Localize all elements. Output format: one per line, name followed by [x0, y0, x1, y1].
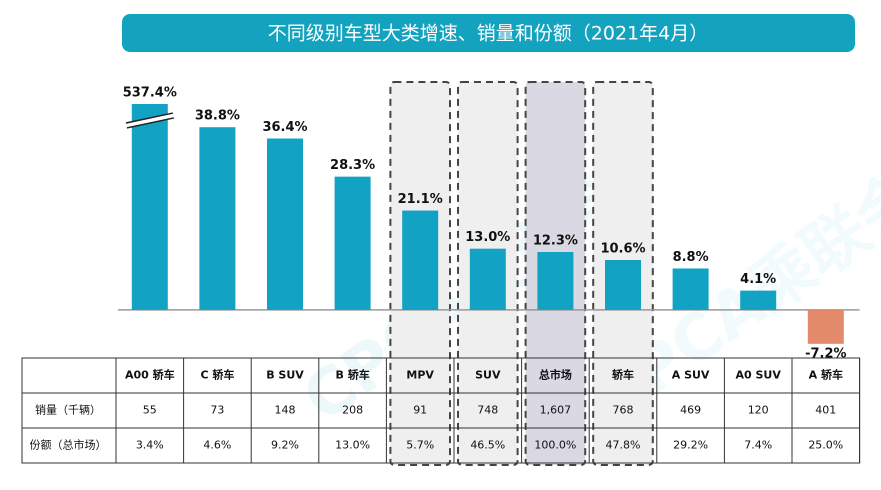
bar	[199, 127, 236, 310]
table-header: SUV	[475, 369, 501, 382]
bar	[807, 309, 844, 344]
table-cell: 7.4%	[744, 439, 772, 452]
value-label: -7.2%	[805, 346, 846, 361]
table-cell: 47.8%	[606, 439, 641, 452]
table-cell: 208	[342, 404, 363, 417]
table-cell: 9.2%	[271, 439, 299, 452]
value-label: 13.0%	[465, 230, 510, 245]
row-label: 销量（千辆）	[35, 403, 101, 417]
bar	[402, 210, 439, 310]
value-label: 10.6%	[600, 241, 645, 256]
table-header: A SUV	[672, 369, 710, 382]
value-label: 21.1%	[398, 192, 443, 207]
bar	[334, 176, 371, 310]
value-label: 36.4%	[262, 120, 307, 135]
table-cell: 1,607	[540, 404, 572, 417]
table-cell: 469	[680, 404, 701, 417]
table-header: 总市场	[539, 368, 572, 382]
bar	[131, 104, 168, 310]
bar	[469, 248, 506, 310]
table-header: C 轿车	[200, 368, 234, 382]
table-cell: 148	[275, 404, 296, 417]
table-cell: 29.2%	[673, 439, 708, 452]
chart-title: 不同级别车型大类增速、销量和份额（2021年4月）	[268, 23, 708, 45]
table-cell: 73	[210, 404, 224, 417]
bar	[672, 268, 709, 310]
table-cell: 13.0%	[335, 439, 370, 452]
table-header: A00 轿车	[125, 368, 175, 382]
table-cell: 91	[413, 404, 427, 417]
table-cell: 401	[815, 404, 836, 417]
value-label: 12.3%	[533, 233, 578, 248]
table-cell: 4.6%	[203, 439, 231, 452]
table-header: MPV	[406, 369, 434, 382]
bar	[537, 251, 574, 310]
title-bar	[122, 14, 855, 52]
table-cell: 25.0%	[808, 439, 843, 452]
axis-break-line	[125, 112, 174, 124]
table-cell: 748	[477, 404, 498, 417]
bar	[605, 259, 641, 310]
table-cell: 3.4%	[136, 439, 164, 452]
value-label: 537.4%	[123, 86, 177, 101]
axis-break-gap	[127, 113, 172, 128]
bar	[740, 290, 777, 310]
value-label: 8.8%	[673, 250, 709, 265]
table-header: A 轿车	[809, 368, 843, 382]
table-header: 轿车	[612, 368, 634, 382]
bar	[267, 138, 303, 310]
table-header: B 轿车	[335, 368, 369, 382]
table-cell: 55	[143, 404, 157, 417]
table-cell: 5.7%	[406, 439, 434, 452]
value-label: 38.8%	[195, 109, 240, 124]
table-header: A0 SUV	[736, 369, 782, 382]
table-cell: 46.5%	[470, 439, 505, 452]
table-cell: 100.0%	[534, 439, 576, 452]
row-label: 份额（总市场）	[30, 438, 107, 452]
axis-break-line	[126, 117, 175, 129]
table-cell: 120	[748, 404, 769, 417]
value-label: 4.1%	[740, 272, 776, 287]
table-header: B SUV	[266, 369, 304, 382]
table-cell: 768	[613, 404, 634, 417]
value-label: 28.3%	[330, 158, 375, 173]
